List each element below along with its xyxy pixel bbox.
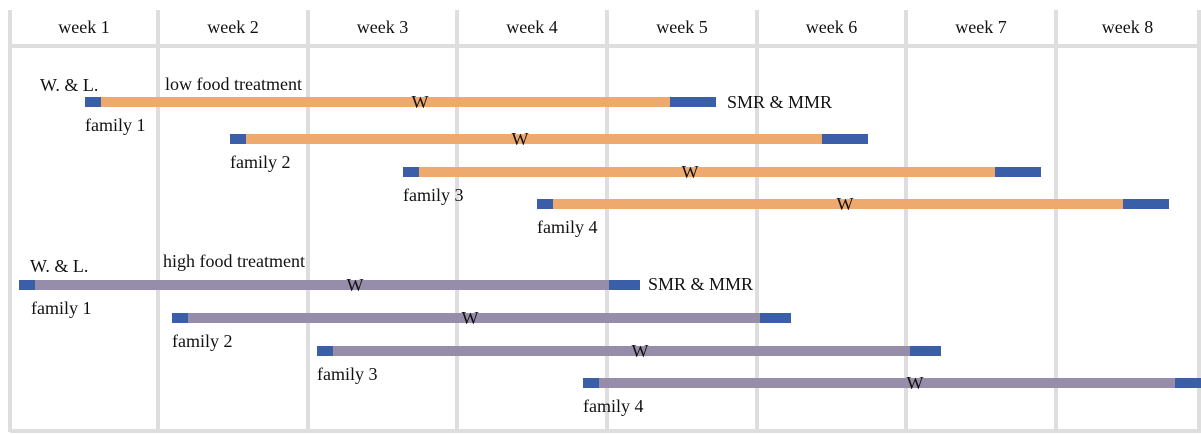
- treatment-bar: [101, 97, 670, 107]
- marker: W: [907, 373, 924, 393]
- marker: W: [347, 275, 364, 295]
- treatment-bar: [35, 280, 609, 290]
- family-label: family 1: [85, 115, 146, 135]
- week-label: week 7: [955, 17, 1006, 37]
- end-segment: [822, 134, 868, 144]
- family-label: family 1: [31, 298, 92, 318]
- family-label: family 2: [230, 152, 291, 172]
- family-label: family 2: [172, 331, 233, 351]
- end-note: SMR & MMR: [648, 274, 753, 294]
- treatment-bar: [246, 134, 822, 144]
- treatment-bar: [553, 199, 1123, 209]
- week-label: week 6: [806, 17, 857, 37]
- marker: W: [632, 341, 649, 361]
- start-segment: [403, 167, 419, 177]
- end-note: SMR & MMR: [727, 92, 832, 112]
- end-segment: [1123, 199, 1169, 209]
- family-label: family 4: [583, 396, 644, 416]
- week-label: week 5: [656, 17, 707, 37]
- week-label: week 2: [207, 17, 258, 37]
- end-segment: [1175, 378, 1201, 388]
- treatment-bar: [419, 167, 995, 177]
- marker: W: [682, 162, 699, 182]
- week-label: week 1: [58, 17, 109, 37]
- week-label: week 4: [506, 17, 557, 37]
- treatment-label: high food treatment: [163, 251, 305, 271]
- end-segment: [995, 167, 1041, 177]
- start-note: W. & L.: [40, 75, 98, 95]
- marker: W: [512, 129, 529, 149]
- start-segment: [230, 134, 246, 144]
- marker: W: [412, 92, 429, 112]
- start-note: W. & L.: [30, 256, 88, 276]
- start-segment: [583, 378, 599, 388]
- family-label: family 3: [403, 185, 464, 205]
- treatment-label: low food treatment: [165, 74, 302, 94]
- marker: W: [837, 194, 854, 214]
- week-label: week 3: [357, 17, 408, 37]
- treatment-bar: [333, 346, 910, 356]
- start-segment: [537, 199, 553, 209]
- end-segment: [670, 97, 716, 107]
- start-segment: [85, 97, 101, 107]
- end-segment: [609, 280, 640, 290]
- end-segment: [760, 313, 791, 323]
- end-segment: [910, 346, 941, 356]
- start-segment: [19, 280, 35, 290]
- family-label: family 4: [537, 217, 598, 237]
- marker: W: [462, 308, 479, 328]
- start-segment: [172, 313, 188, 323]
- week-label: week 8: [1102, 17, 1153, 37]
- treatment-bar: [188, 313, 760, 323]
- start-segment: [317, 346, 333, 356]
- treatment-bar: [599, 378, 1175, 388]
- family-label: family 3: [317, 364, 378, 384]
